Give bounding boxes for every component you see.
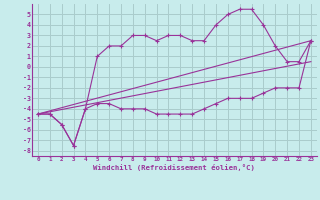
X-axis label: Windchill (Refroidissement éolien,°C): Windchill (Refroidissement éolien,°C)	[93, 164, 255, 171]
